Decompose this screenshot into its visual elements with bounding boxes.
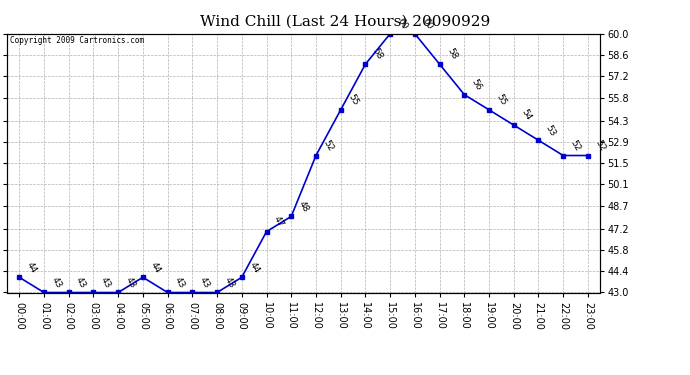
Text: 44: 44: [247, 260, 261, 274]
Text: Copyright 2009 Cartronics.com: Copyright 2009 Cartronics.com: [10, 36, 144, 45]
Text: 60: 60: [395, 16, 409, 31]
Text: 56: 56: [470, 77, 484, 92]
Text: 43: 43: [124, 275, 137, 290]
Text: 43: 43: [223, 275, 236, 290]
Text: 43: 43: [50, 275, 63, 290]
Text: 52: 52: [569, 138, 582, 153]
Text: 52: 52: [593, 138, 607, 153]
Text: 43: 43: [75, 275, 88, 290]
Text: 55: 55: [346, 93, 359, 107]
Text: 60: 60: [420, 16, 434, 31]
Text: 48: 48: [297, 199, 310, 214]
Text: 44: 44: [25, 260, 38, 274]
Text: 58: 58: [371, 47, 384, 62]
Text: 52: 52: [322, 138, 335, 153]
Text: 53: 53: [544, 123, 558, 138]
Text: 55: 55: [495, 93, 508, 107]
Text: 43: 43: [99, 275, 112, 290]
Text: 54: 54: [520, 108, 533, 122]
Text: Wind Chill (Last 24 Hours) 20090929: Wind Chill (Last 24 Hours) 20090929: [200, 15, 490, 29]
Text: 43: 43: [198, 275, 211, 290]
Text: 43: 43: [173, 275, 187, 290]
Text: 44: 44: [148, 260, 162, 274]
Text: 58: 58: [445, 47, 459, 62]
Text: 47: 47: [272, 214, 286, 229]
